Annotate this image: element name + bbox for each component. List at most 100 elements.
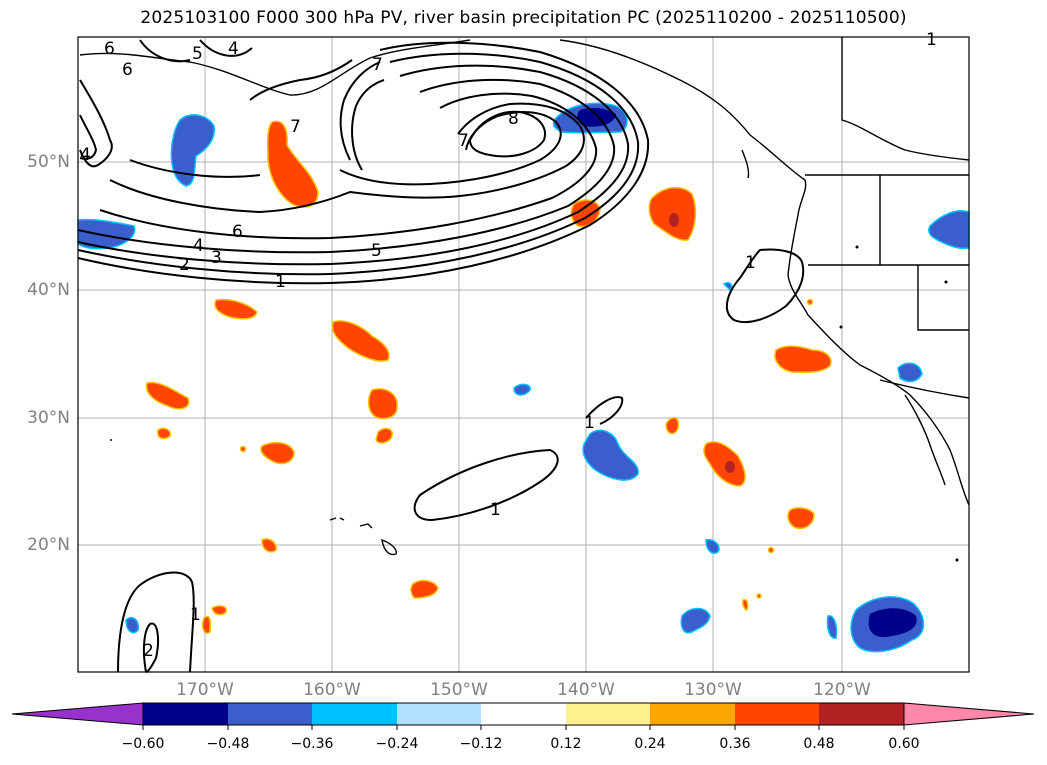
precip-blob xyxy=(705,538,720,554)
precip-blob xyxy=(239,445,247,453)
aleutian-coast xyxy=(79,39,471,96)
precip-blob xyxy=(665,416,680,435)
pv-contours xyxy=(77,39,805,673)
contour-label: 4 xyxy=(193,236,204,256)
lon-label: 170°W xyxy=(176,680,234,700)
hawaii-islands xyxy=(329,517,397,556)
pv-contour xyxy=(77,78,616,254)
precip-blob xyxy=(722,281,733,292)
colorbar-extend-low xyxy=(11,702,144,726)
colorbar-tick-label: 0.60 xyxy=(888,736,920,752)
pv-contour-south-inner xyxy=(142,622,159,673)
pv-contour xyxy=(77,64,630,266)
contour-label: 5 xyxy=(192,44,203,64)
pv-contour xyxy=(339,61,381,161)
pv-contour xyxy=(77,41,650,285)
precip-blob xyxy=(787,507,815,530)
colorbar-tick-label: 0.24 xyxy=(634,736,666,752)
precip-blob xyxy=(261,538,278,553)
pv-contour xyxy=(139,39,253,63)
colorbar-tick-label: −0.12 xyxy=(459,736,503,752)
precip-blob xyxy=(331,320,390,362)
contour-label: 6 xyxy=(122,60,133,80)
contour-label: 1 xyxy=(584,413,595,433)
precip-blob xyxy=(201,615,211,634)
pv-contour xyxy=(109,102,585,214)
precip-blob xyxy=(211,605,228,616)
precip-blob xyxy=(145,381,190,410)
pv-contour xyxy=(77,52,640,276)
pv-contour xyxy=(79,114,98,160)
contour-label: 2 xyxy=(179,255,190,275)
precip-blob xyxy=(214,298,258,320)
colorbar-segment xyxy=(397,703,481,725)
lon-label: 140°W xyxy=(557,680,615,700)
precip-blob xyxy=(375,427,393,444)
precip-blob xyxy=(897,362,923,383)
precip-blob xyxy=(266,120,319,208)
precip-positive-regions xyxy=(145,120,832,634)
north-america-west-coast xyxy=(787,214,970,506)
lon-label: 130°W xyxy=(684,680,742,700)
contour-label: 1 xyxy=(275,272,286,292)
colorbar-segment xyxy=(819,703,904,725)
colorbar-segment xyxy=(481,703,566,725)
contour-label: 4 xyxy=(80,145,91,165)
lon-label: 120°W xyxy=(813,680,871,700)
colorbar-tick-label: 0.36 xyxy=(719,736,751,752)
contour-label: 1 xyxy=(190,605,201,625)
map-frame xyxy=(77,36,970,673)
colorbar-tick-label: −0.60 xyxy=(121,736,165,752)
gridlines xyxy=(78,37,969,672)
contour-label: 4 xyxy=(228,39,239,59)
precip-blob xyxy=(582,429,639,481)
precip-strong-negative-cores xyxy=(577,107,917,638)
colorbar-extend-high xyxy=(903,702,1035,726)
contour-label: 1 xyxy=(926,30,937,50)
contour-labels: 6 6 5 4 7 7 7 8 6 4 3 2 1 5 4 1 1 1 1 2 … xyxy=(80,30,937,661)
lat-label: 30°N xyxy=(27,408,70,428)
colorbar xyxy=(11,702,1035,730)
precip-blob xyxy=(826,615,838,639)
lat-label: 20°N xyxy=(27,535,70,555)
contour-label: 6 xyxy=(232,222,243,242)
colorbar-segment xyxy=(312,703,397,725)
precip-blob xyxy=(125,616,140,634)
contour-label: 1 xyxy=(490,500,501,520)
pv-contour-one-small xyxy=(585,396,624,425)
precip-strong-cores xyxy=(669,213,735,473)
pv-contour-south xyxy=(117,571,195,673)
precip-blob xyxy=(928,210,970,250)
colorbar-tick-label: −0.24 xyxy=(375,736,419,752)
precip-blob xyxy=(742,598,749,611)
pv-contour-one-east xyxy=(725,248,805,324)
precip-blob xyxy=(767,546,775,554)
haida-gwaii xyxy=(741,149,750,179)
contour-label: 3 xyxy=(211,248,222,268)
pv-contour xyxy=(99,92,598,240)
contour-label: 5 xyxy=(371,241,382,261)
pv-contour xyxy=(351,79,385,171)
contour-label: 7 xyxy=(290,117,301,137)
lat-label: 50°N xyxy=(27,152,70,172)
colorbar-segment xyxy=(566,703,650,725)
precip-blob xyxy=(756,593,762,599)
baja-coast xyxy=(904,394,946,486)
alaska-coast xyxy=(559,39,807,216)
coastlines xyxy=(79,37,970,556)
precip-blob xyxy=(410,579,439,599)
colorbar-tick-label: 0.48 xyxy=(803,736,835,752)
contour-label: 7 xyxy=(458,131,469,151)
pv-contour xyxy=(249,59,353,101)
lon-label: 150°W xyxy=(430,680,488,700)
precip-blob xyxy=(367,388,398,420)
colorbar-segment xyxy=(228,703,312,725)
pv-contour-one-subtropics xyxy=(413,448,559,522)
colorbar-tick-label: −0.36 xyxy=(290,736,334,752)
precip-blob xyxy=(260,441,295,465)
precip-blob xyxy=(77,218,136,250)
colorbar-segment xyxy=(735,703,819,725)
precip-blob xyxy=(806,298,814,306)
precip-blob xyxy=(513,383,531,396)
